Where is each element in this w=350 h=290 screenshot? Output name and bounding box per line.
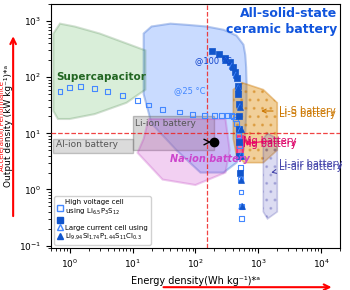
Point <box>67 85 72 90</box>
Point <box>219 113 224 117</box>
Point <box>217 52 222 56</box>
Point <box>237 104 243 109</box>
Point <box>237 140 242 144</box>
Point <box>236 114 242 119</box>
Polygon shape <box>133 116 215 150</box>
Point <box>78 84 84 89</box>
Text: Al-ion battery: Al-ion battery <box>56 140 118 149</box>
Point <box>238 204 244 209</box>
Point <box>232 117 238 121</box>
Point <box>237 153 242 158</box>
Polygon shape <box>237 136 243 156</box>
Point <box>92 86 98 91</box>
Polygon shape <box>263 133 277 219</box>
Point <box>236 85 241 90</box>
Point <box>223 58 228 63</box>
Point <box>146 103 152 107</box>
Text: Li-S battery: Li-S battery <box>262 106 335 116</box>
Point <box>232 69 238 74</box>
Point <box>236 102 241 106</box>
Point <box>228 60 233 64</box>
Point <box>238 177 244 182</box>
Point <box>238 153 244 158</box>
Point <box>237 144 243 148</box>
Text: Mg battery: Mg battery <box>244 139 297 149</box>
Point <box>238 217 244 221</box>
Point <box>237 104 243 109</box>
Point <box>239 204 244 209</box>
Point <box>238 153 244 158</box>
Point <box>212 113 217 117</box>
Point <box>238 190 244 194</box>
Point <box>224 113 230 117</box>
Point <box>239 204 244 209</box>
Polygon shape <box>138 119 230 185</box>
Point <box>135 99 140 103</box>
Point <box>209 49 214 54</box>
Point <box>229 113 234 117</box>
Point <box>239 177 244 182</box>
Point <box>235 84 240 88</box>
Polygon shape <box>144 23 246 173</box>
X-axis label: Energy density(Wh kg⁻¹)*ᵃ: Energy density(Wh kg⁻¹)*ᵃ <box>131 276 260 286</box>
Point <box>238 126 244 131</box>
Point <box>176 110 182 114</box>
Point <box>238 165 243 169</box>
Polygon shape <box>53 23 145 119</box>
Point <box>190 112 195 116</box>
Point <box>105 89 110 94</box>
Legend: High voltage cell
using Li$_{6.5}$P$_3$S$_{12}$, , Large current cell using, Li$: High voltage cell using Li$_{6.5}$P$_3$S… <box>54 196 151 245</box>
Text: @100 °C: @100 °C <box>195 56 232 65</box>
Text: @25 °C: @25 °C <box>174 86 205 95</box>
Point <box>236 92 241 96</box>
Text: Li-air battery: Li-air battery <box>279 162 342 172</box>
Point <box>233 72 239 77</box>
Point <box>235 126 241 131</box>
Text: Li-S battery: Li-S battery <box>279 109 335 119</box>
Point <box>236 134 241 138</box>
Text: Li-ion battery: Li-ion battery <box>135 119 196 128</box>
Y-axis label: Output density (kW kg⁻¹)*ᵃ: Output density (kW kg⁻¹)*ᵃ <box>4 65 13 187</box>
Point <box>120 93 126 98</box>
Point <box>223 58 228 63</box>
Text: Li-air battery: Li-air battery <box>272 159 342 173</box>
Point <box>237 153 243 158</box>
Point <box>202 113 208 117</box>
Polygon shape <box>233 83 277 163</box>
Point <box>233 72 239 77</box>
Point <box>229 64 235 68</box>
Point <box>234 76 240 81</box>
Point <box>231 114 236 119</box>
Text: All-solid-state
ceramic battery: All-solid-state ceramic battery <box>226 7 337 36</box>
Text: Electric Vehicle
Acceleration Performance: Electric Vehicle Acceleration Performanc… <box>0 81 5 171</box>
Point <box>236 126 242 131</box>
Point <box>236 85 241 90</box>
Point <box>239 177 244 182</box>
Text: Supercapacitor: Supercapacitor <box>57 72 147 82</box>
Polygon shape <box>53 139 133 153</box>
Text: Mg battery: Mg battery <box>244 136 297 146</box>
Point <box>229 64 235 68</box>
Point <box>160 107 166 111</box>
Point <box>57 89 63 94</box>
Point <box>234 121 240 126</box>
Point <box>238 126 244 131</box>
Point <box>237 170 242 175</box>
Point <box>231 64 236 69</box>
Text: Na-ion battery: Na-ion battery <box>170 154 250 164</box>
Point <box>223 56 228 60</box>
